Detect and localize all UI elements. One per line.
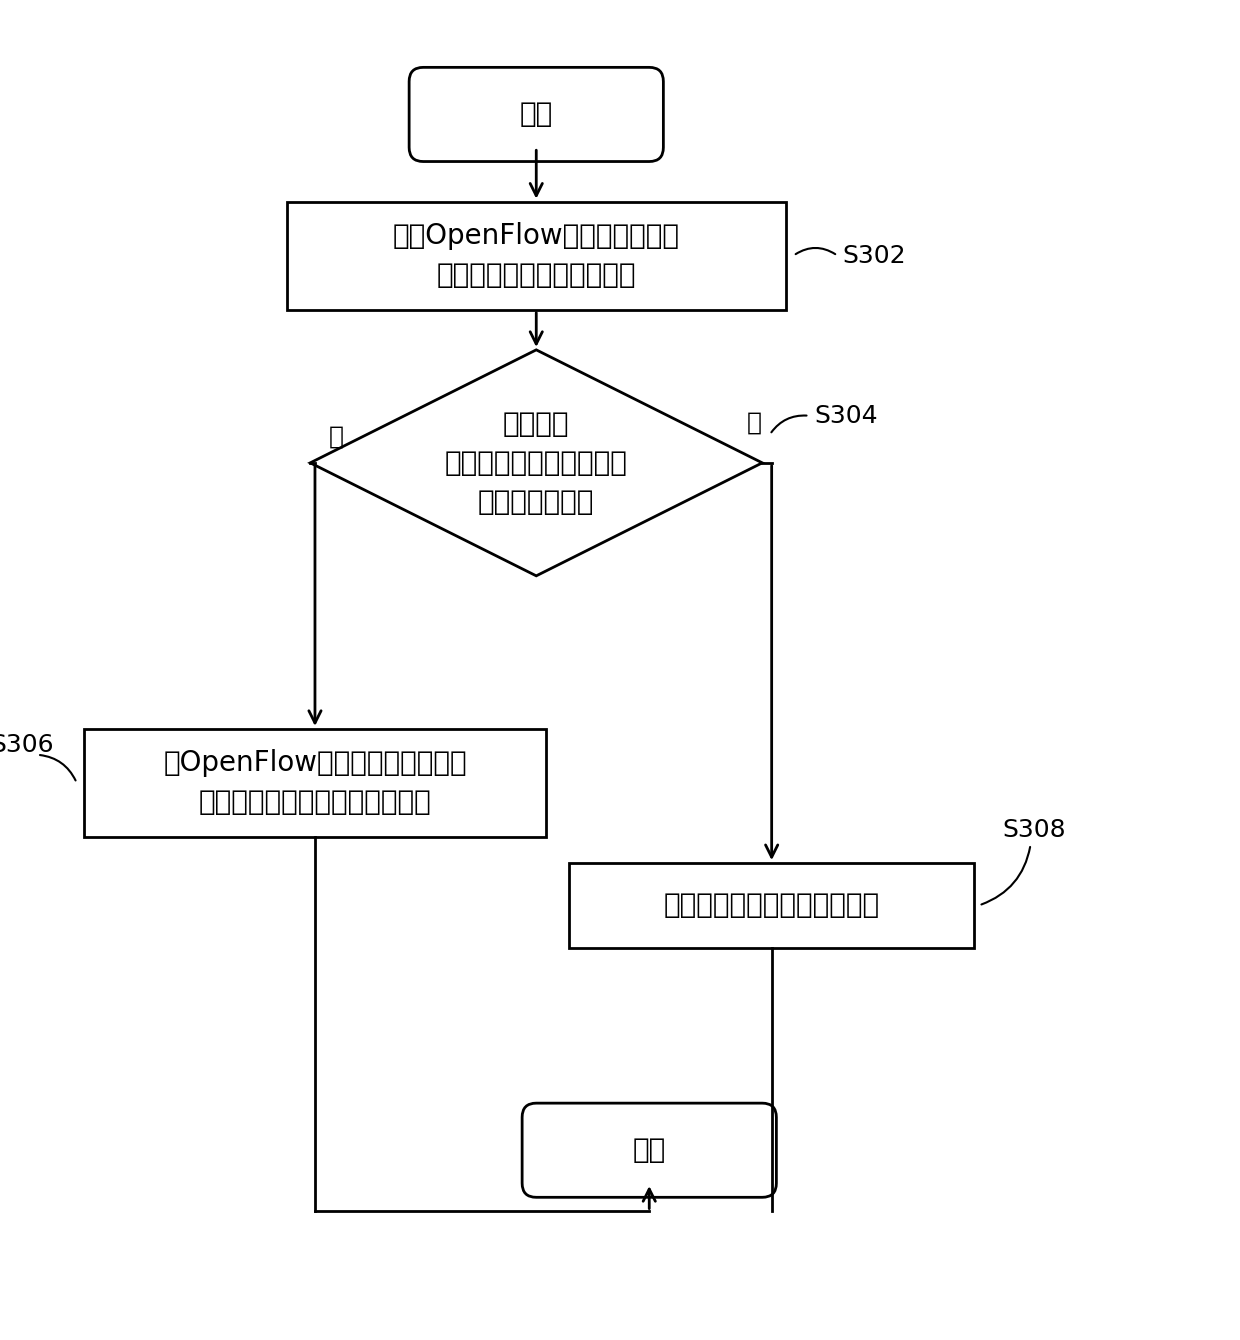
Text: 结束: 结束 bbox=[632, 1136, 666, 1164]
Text: 接收OpenFlow控制器发送指示
设置流表监测器的下发请求: 接收OpenFlow控制器发送指示 设置流表监测器的下发请求 bbox=[393, 222, 680, 289]
FancyBboxPatch shape bbox=[409, 67, 663, 162]
Text: 按照下发请求设置流表监测器: 按照下发请求设置流表监测器 bbox=[663, 891, 879, 919]
Text: 向OpenFlow控制器发送用于表征
流表监测器下发失败的反馈信息: 向OpenFlow控制器发送用于表征 流表监测器下发失败的反馈信息 bbox=[164, 749, 466, 816]
Text: S302: S302 bbox=[842, 244, 906, 268]
Text: 否: 否 bbox=[329, 425, 343, 449]
Polygon shape bbox=[310, 350, 763, 576]
Text: 是: 是 bbox=[748, 410, 763, 434]
Bar bbox=[84, 729, 546, 838]
Bar bbox=[569, 863, 975, 947]
Text: S308: S308 bbox=[1002, 819, 1066, 842]
FancyBboxPatch shape bbox=[522, 1103, 776, 1198]
Text: S304: S304 bbox=[813, 403, 878, 427]
Text: S306: S306 bbox=[0, 733, 53, 757]
Text: 判断是否
可以按照下发请求设置对
应的流表监测器: 判断是否 可以按照下发请求设置对 应的流表监测器 bbox=[445, 410, 627, 516]
Bar bbox=[286, 201, 786, 310]
Text: 开始: 开始 bbox=[520, 100, 553, 129]
